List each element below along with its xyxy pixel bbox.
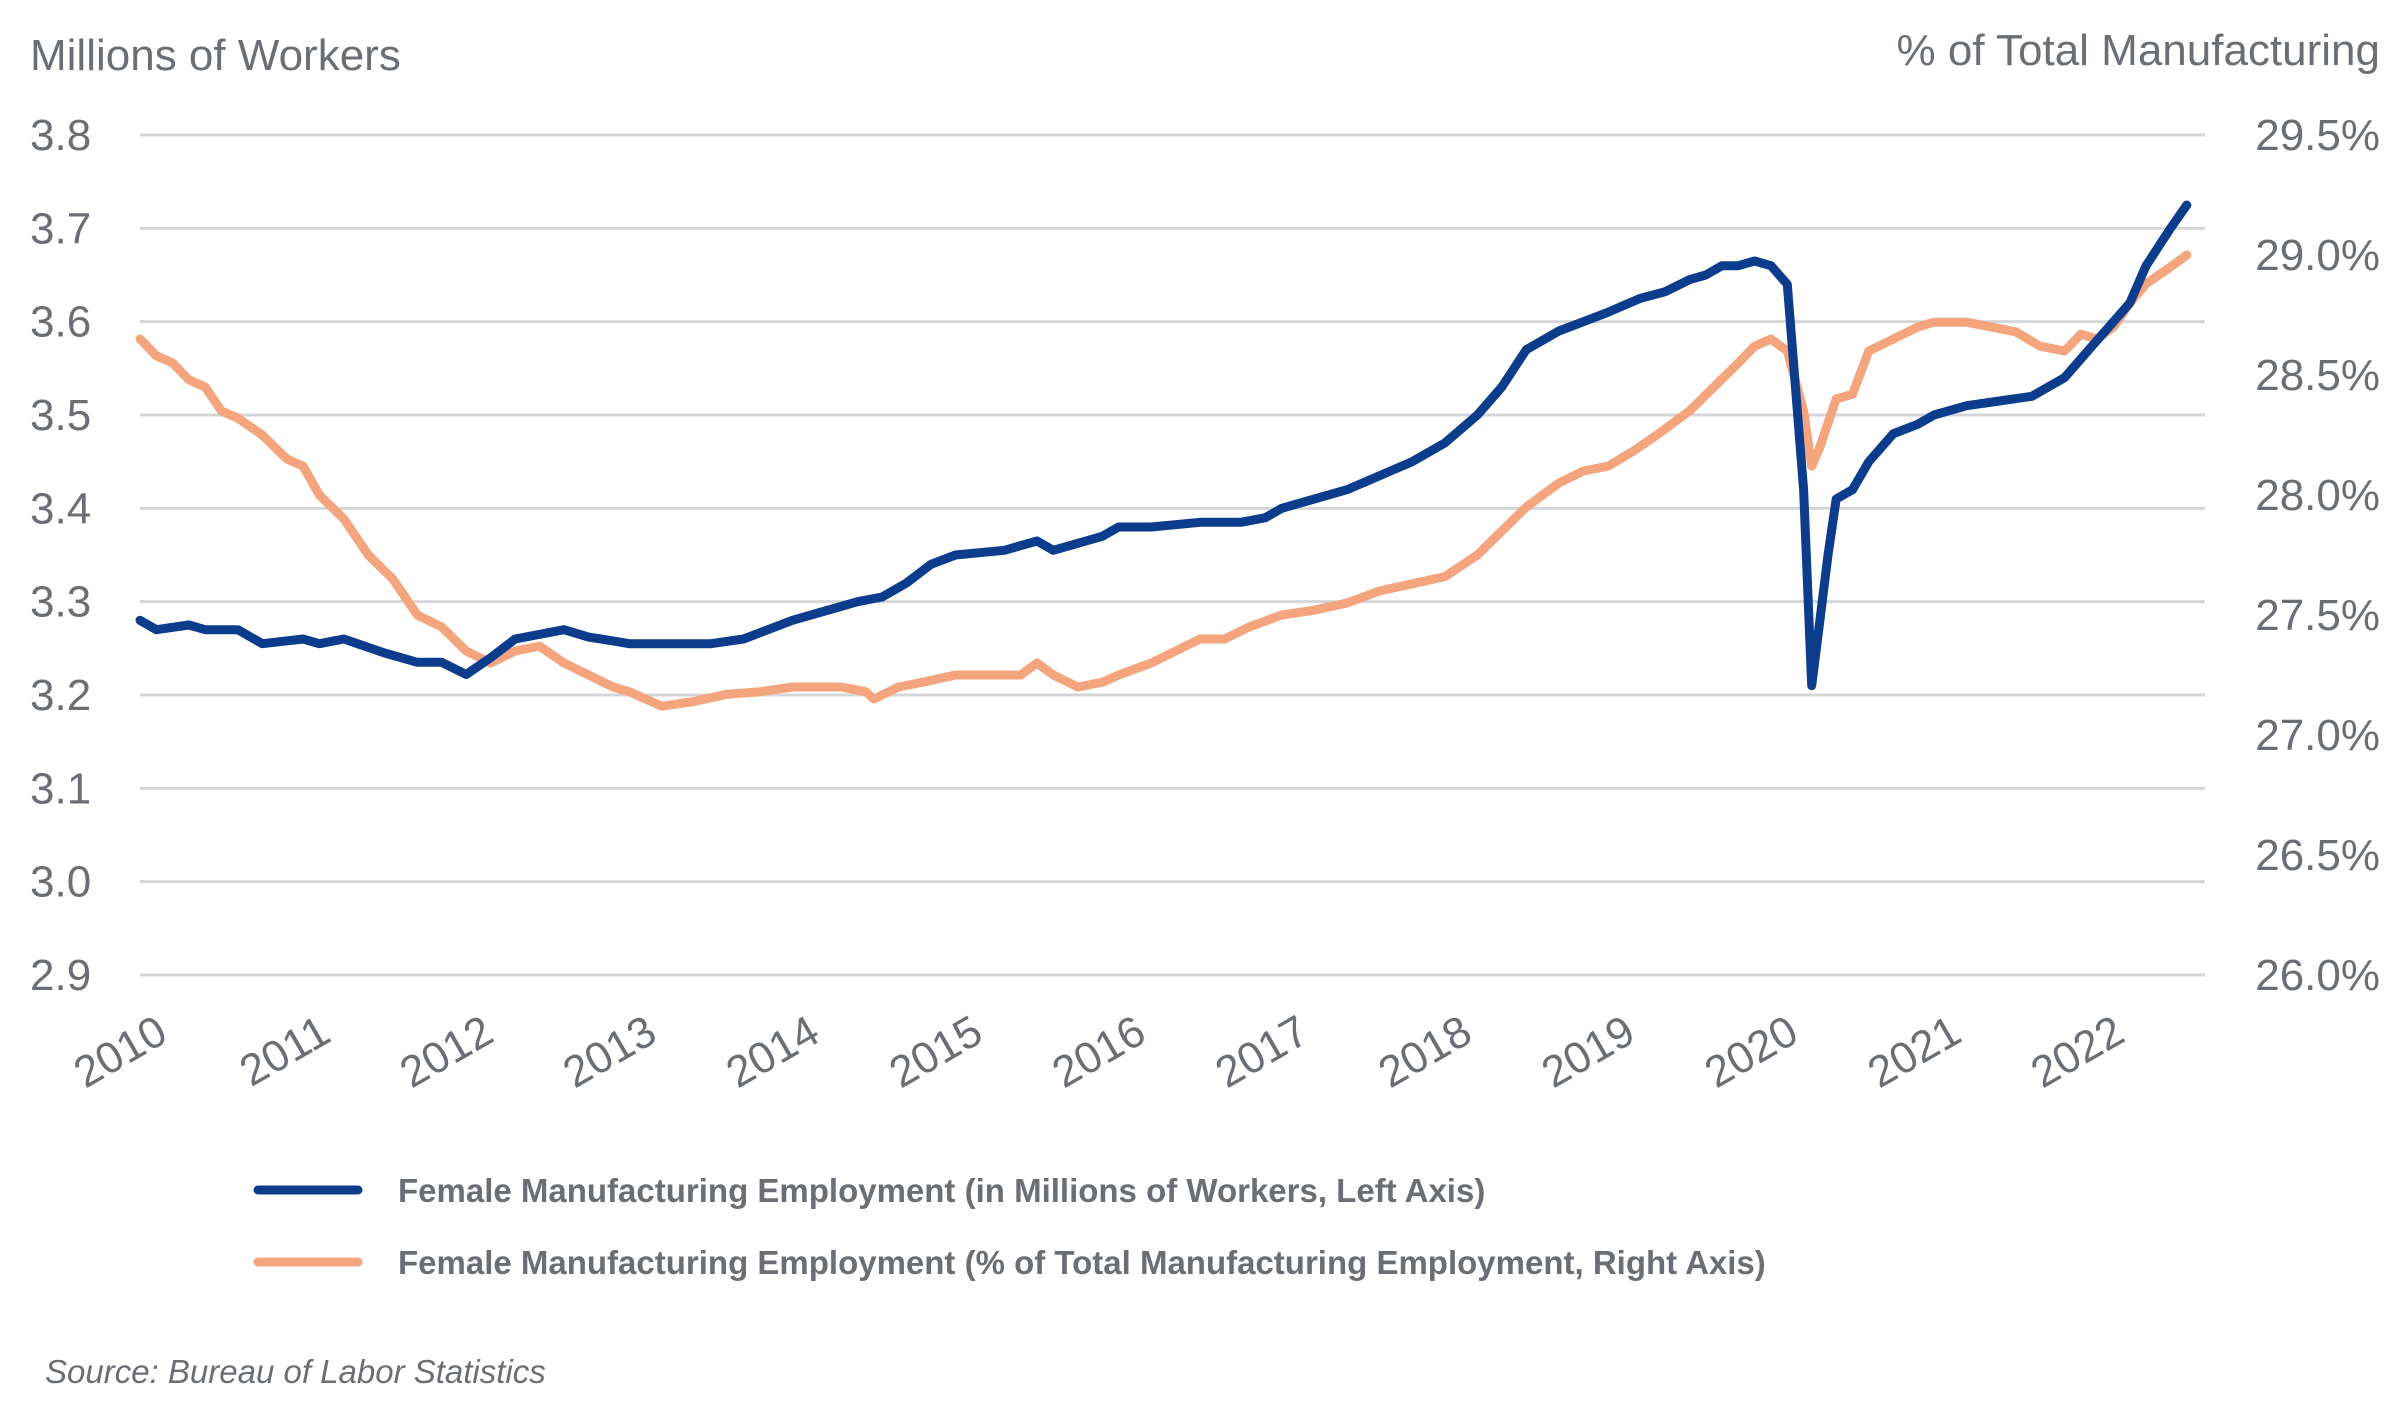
x-tick-label: 2016 <box>1044 1006 1153 1097</box>
right-tick-label: 26.5% <box>2255 831 2380 880</box>
left-tick-label: 3.7 <box>30 204 91 253</box>
right-tick-label: 28.5% <box>2255 351 2380 400</box>
source-note: Source: Bureau of Labor Statistics <box>45 1353 546 1390</box>
gridlines <box>140 133 2205 977</box>
left-tick-label: 3.4 <box>30 484 91 533</box>
right-tick-label: 29.5% <box>2255 111 2380 160</box>
right-tick-label: 29.0% <box>2255 231 2380 280</box>
x-tick-label: 2015 <box>881 1006 990 1097</box>
left-tick-label: 3.8 <box>30 111 91 160</box>
x-tick-label: 2012 <box>392 1006 501 1097</box>
right-tick-label: 26.0% <box>2255 951 2380 1000</box>
left-tick-label: 3.3 <box>30 578 91 627</box>
right-axis-title: % of Total Manufacturing <box>1897 26 2380 75</box>
x-tick-label: 2011 <box>232 1006 338 1096</box>
legend-label: Female Manufacturing Employment (% of To… <box>398 1244 1766 1281</box>
x-tick-label: 2010 <box>66 1006 175 1097</box>
x-tick-label: 2022 <box>2023 1006 2132 1097</box>
left-tick-label: 2.9 <box>30 951 91 1000</box>
right-axis-ticks: 26.0% 26.5% 27.0% 27.5% 28.0% 28.5% 29.0% 29.5% <box>2255 111 2380 1000</box>
series-line-millions <box>135 200 2192 691</box>
x-axis-ticks: 2010 2011 2012 2013 2014 2015 2016 2017 2018 2019… <box>66 1006 2132 1097</box>
x-tick-label: 2014 <box>718 1006 827 1097</box>
legend-label: Female Manufacturing Employment (in Mill… <box>398 1172 1485 1209</box>
x-tick-label: 2019 <box>1534 1006 1643 1097</box>
left-tick-label: 3.0 <box>30 858 91 907</box>
right-tick-label: 27.0% <box>2255 711 2380 760</box>
left-axis-ticks: 2.9 3.0 3.1 3.2 3.3 3.4 3.5 3.6 3.7 3.8 <box>30 111 91 1000</box>
x-tick-label: 2021 <box>1860 1006 1969 1097</box>
left-tick-label: 3.5 <box>30 391 91 440</box>
x-tick-label: 2013 <box>555 1006 664 1097</box>
right-tick-label: 28.0% <box>2255 471 2380 520</box>
left-tick-label: 3.6 <box>30 298 91 347</box>
x-tick-label: 2020 <box>1697 1006 1806 1097</box>
series-line-percent <box>135 250 2192 711</box>
left-tick-label: 3.2 <box>30 671 91 720</box>
left-tick-label: 3.1 <box>30 764 91 813</box>
x-tick-label: 2017 <box>1207 1006 1316 1097</box>
legend: Female Manufacturing Employment (in Mill… <box>253 1172 1766 1281</box>
x-tick-label: 2018 <box>1370 1006 1479 1097</box>
right-tick-label: 27.5% <box>2255 591 2380 640</box>
left-axis-title: Millions of Workers <box>30 31 401 80</box>
series-lines <box>135 200 2192 711</box>
